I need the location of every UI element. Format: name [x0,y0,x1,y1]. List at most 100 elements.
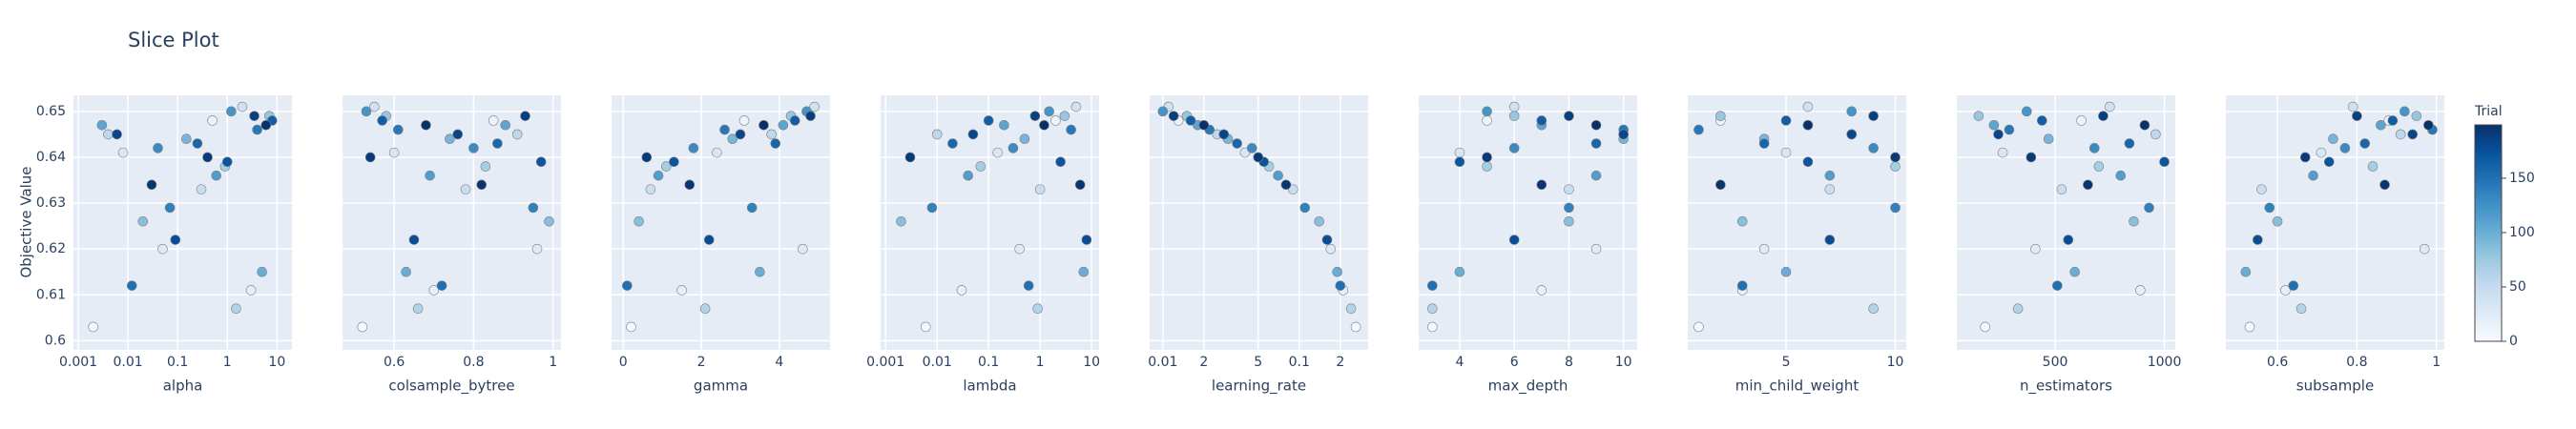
point [2264,202,2275,214]
point [480,161,491,172]
y-tick-label: 0.61 [36,287,66,302]
point [369,101,380,112]
point [428,285,440,296]
point [364,152,376,163]
x-axis-label: subsample [2296,378,2374,395]
point [2093,161,2105,172]
point [137,215,149,227]
point [1321,235,1333,245]
point [2244,321,2255,333]
point [196,184,207,194]
point [2069,266,2080,277]
point [2083,179,2093,191]
point [2316,147,2327,158]
point [2025,152,2037,163]
point [992,147,1003,158]
point [1350,321,1361,333]
point [1868,303,1879,315]
plot-area [1419,95,1637,350]
point [809,101,820,112]
x-tick-label: 0.1 [167,355,188,370]
point [96,119,108,131]
point [947,138,958,149]
x-tick-label: 0.6 [384,355,405,370]
point [2037,115,2047,126]
chart-title: Slice Plot [128,29,219,51]
x-tick-label: 0.01 [114,355,143,370]
point [1758,243,1770,255]
point [1824,184,1836,194]
x-tick-label: 10 [1615,355,1632,370]
colorbar-tick-label: 100 [2509,225,2535,240]
point [1185,115,1196,126]
x-axis-label: max_depth [1488,378,1568,396]
x-axis-label: alpha [163,378,203,395]
point [1034,184,1046,194]
y-tick-label: 0.64 [36,150,66,165]
y-axis-label: Objective Value [18,166,35,277]
point [2105,101,2115,112]
point [249,111,260,121]
point [2052,280,2063,291]
plot-area [1957,95,2175,350]
point [1246,143,1257,153]
point [746,202,758,214]
point [1780,115,1792,126]
point [488,115,499,126]
point [2135,285,2146,296]
point [1536,115,1548,126]
point [2379,179,2390,191]
point [511,129,523,140]
point [153,143,163,153]
x-tick-label: 500 [2043,355,2068,370]
point [684,179,696,191]
point [1050,115,1061,126]
point [2056,184,2067,194]
point [2423,119,2434,131]
point [2399,106,2410,117]
point [126,280,137,291]
point [221,156,233,168]
point [88,321,99,333]
point [983,115,994,126]
point [2043,133,2054,145]
point [357,321,368,333]
x-tick-label: 0.01 [1148,355,1177,370]
point [436,280,447,291]
point [231,303,241,315]
point [1070,101,1082,112]
point [1482,152,1492,163]
point [520,111,530,121]
point [699,303,711,315]
point [1345,303,1357,315]
point [1508,101,1520,112]
x-tick-label: 0.001 [59,355,97,370]
x-axis-label: learning_rate [1212,378,1306,396]
point [211,170,222,181]
point [2387,115,2399,126]
point [181,133,192,145]
point [237,101,248,112]
point [401,266,411,277]
y-tick-label: 0.65 [36,104,66,119]
point [476,179,488,191]
point [257,266,267,277]
point [1508,143,1520,153]
point [1780,147,1792,158]
colorbar-title: Trial [2474,104,2503,119]
point [805,111,816,121]
point [1253,152,1264,163]
point [202,152,213,163]
point [425,170,435,181]
point [1868,111,1879,121]
point [1536,285,1548,296]
point [2308,170,2318,181]
point [2288,280,2299,291]
plot-area [881,95,1099,350]
point [789,115,800,126]
point [1564,215,1574,227]
point [2150,129,2161,140]
point [1218,129,1230,140]
point [1536,179,1548,191]
